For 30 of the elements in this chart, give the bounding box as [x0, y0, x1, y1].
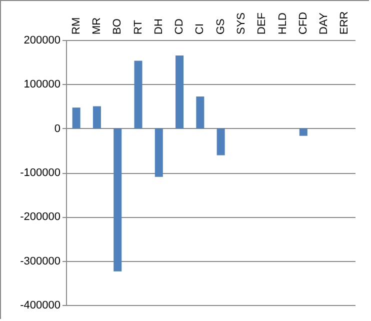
- x-tick-label: HLD: [276, 12, 289, 34]
- x-tick-label: GS: [214, 18, 227, 34]
- x-tick-label: ERR: [338, 11, 351, 34]
- y-tick-label: -300000: [20, 255, 60, 268]
- x-tick-label: CD: [174, 18, 186, 34]
- bar: [216, 128, 225, 156]
- bar: [299, 128, 308, 136]
- x-tick-label: RM: [70, 17, 82, 34]
- x-tick-label: DEF: [256, 12, 268, 34]
- x-tick-label: SYS: [235, 12, 248, 34]
- x-tick-label: BO: [112, 18, 124, 34]
- x-tick-label: RT: [132, 20, 144, 34]
- y-tick-label: 200000: [24, 34, 60, 46]
- x-tick-label: MR: [90, 17, 103, 34]
- x-tick-label: CI: [194, 24, 206, 34]
- bar: [92, 106, 101, 128]
- bar: [134, 60, 142, 128]
- x-tick-label: CFD: [297, 12, 310, 34]
- bar: [114, 128, 122, 272]
- bar: [176, 55, 184, 128]
- y-tick-label: 100000: [24, 78, 60, 91]
- bar: [196, 96, 204, 128]
- bar: [72, 108, 80, 128]
- y-tick-label: 0: [54, 122, 60, 135]
- x-tick-label: DH: [152, 18, 165, 34]
- bar: [154, 128, 163, 177]
- y-tick-label: -200000: [20, 211, 60, 224]
- y-tick-label: -400000: [20, 300, 60, 312]
- x-tick-label: DAY: [318, 12, 330, 34]
- y-tick-label: -100000: [20, 167, 60, 179]
